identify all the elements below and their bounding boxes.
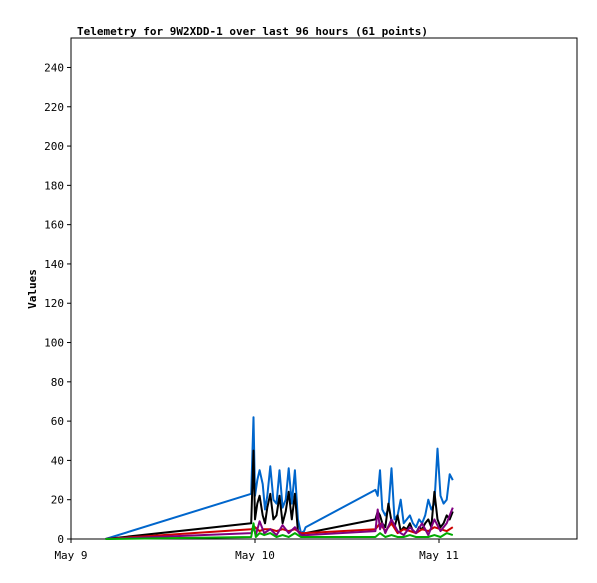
y-axis-title: Values [26,269,39,309]
y-axis: 0 20 40 60 80 100 120 140 160 180 200 220 240 [44,61,71,546]
series-line [105,416,454,540]
x-tick-label: May 9 [54,549,87,562]
y-tick-label: 20 [51,494,64,507]
y-tick-label: 120 [44,297,64,310]
y-tick-label: 180 [44,179,64,192]
y-tick-label: 80 [51,376,64,389]
y-tick-label: 60 [51,415,64,428]
y-tick-label: 140 [44,258,64,271]
y-tick-label: 220 [44,101,64,114]
series-line [105,522,454,540]
series-group [105,416,454,540]
plot-frame [70,37,578,540]
series-line [105,449,454,540]
x-tick-label: May 11 [419,549,459,562]
y-tick-label: 100 [44,337,64,350]
y-tick-label: 160 [44,219,64,232]
series-line [105,507,454,540]
y-tick-label: 240 [44,61,64,74]
x-tick-label: May 10 [235,549,275,562]
y-tick-label: 0 [57,533,64,546]
chart-title: Telemetry for 9W2XDD-1 over last 96 hour… [77,25,428,38]
x-axis: May 9 May 10 May 11 [54,539,459,562]
y-tick-label: 40 [51,454,64,467]
series-line [105,522,454,540]
y-tick-label: 200 [44,140,64,153]
